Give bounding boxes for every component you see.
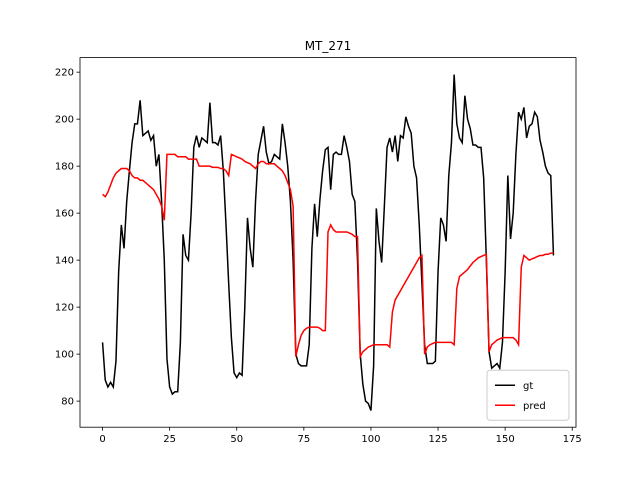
x-tick-label: 125: [428, 434, 447, 445]
y-tick-label: 180: [55, 162, 74, 173]
legend: gt pred: [486, 369, 570, 421]
series-line: [101, 74, 555, 411]
plot-frame: [79, 57, 577, 428]
legend-label: pred: [523, 401, 546, 412]
y-tick-label: 100: [55, 350, 74, 361]
y-tick-label: 220: [55, 68, 74, 79]
y-tick-label: 120: [55, 303, 74, 314]
y-tick-label: 80: [61, 397, 74, 408]
x-tick-label: 0: [99, 434, 105, 445]
chart-title: MT_271: [305, 39, 352, 53]
legend-label: gt: [523, 381, 533, 392]
series-line: [102, 153, 554, 360]
y-tick-label: 200: [55, 115, 74, 126]
y-tick-label: 140: [55, 256, 74, 267]
x-tick-label: 25: [163, 434, 176, 445]
x-tick-label: 50: [230, 434, 243, 445]
legend-box: [486, 369, 570, 421]
x-tick-label: 100: [361, 434, 380, 445]
x-tick-label: 175: [563, 434, 582, 445]
x-tick-label: 75: [297, 434, 310, 445]
x-tick-label: 150: [496, 434, 515, 445]
y-tick-label: 160: [55, 209, 74, 220]
